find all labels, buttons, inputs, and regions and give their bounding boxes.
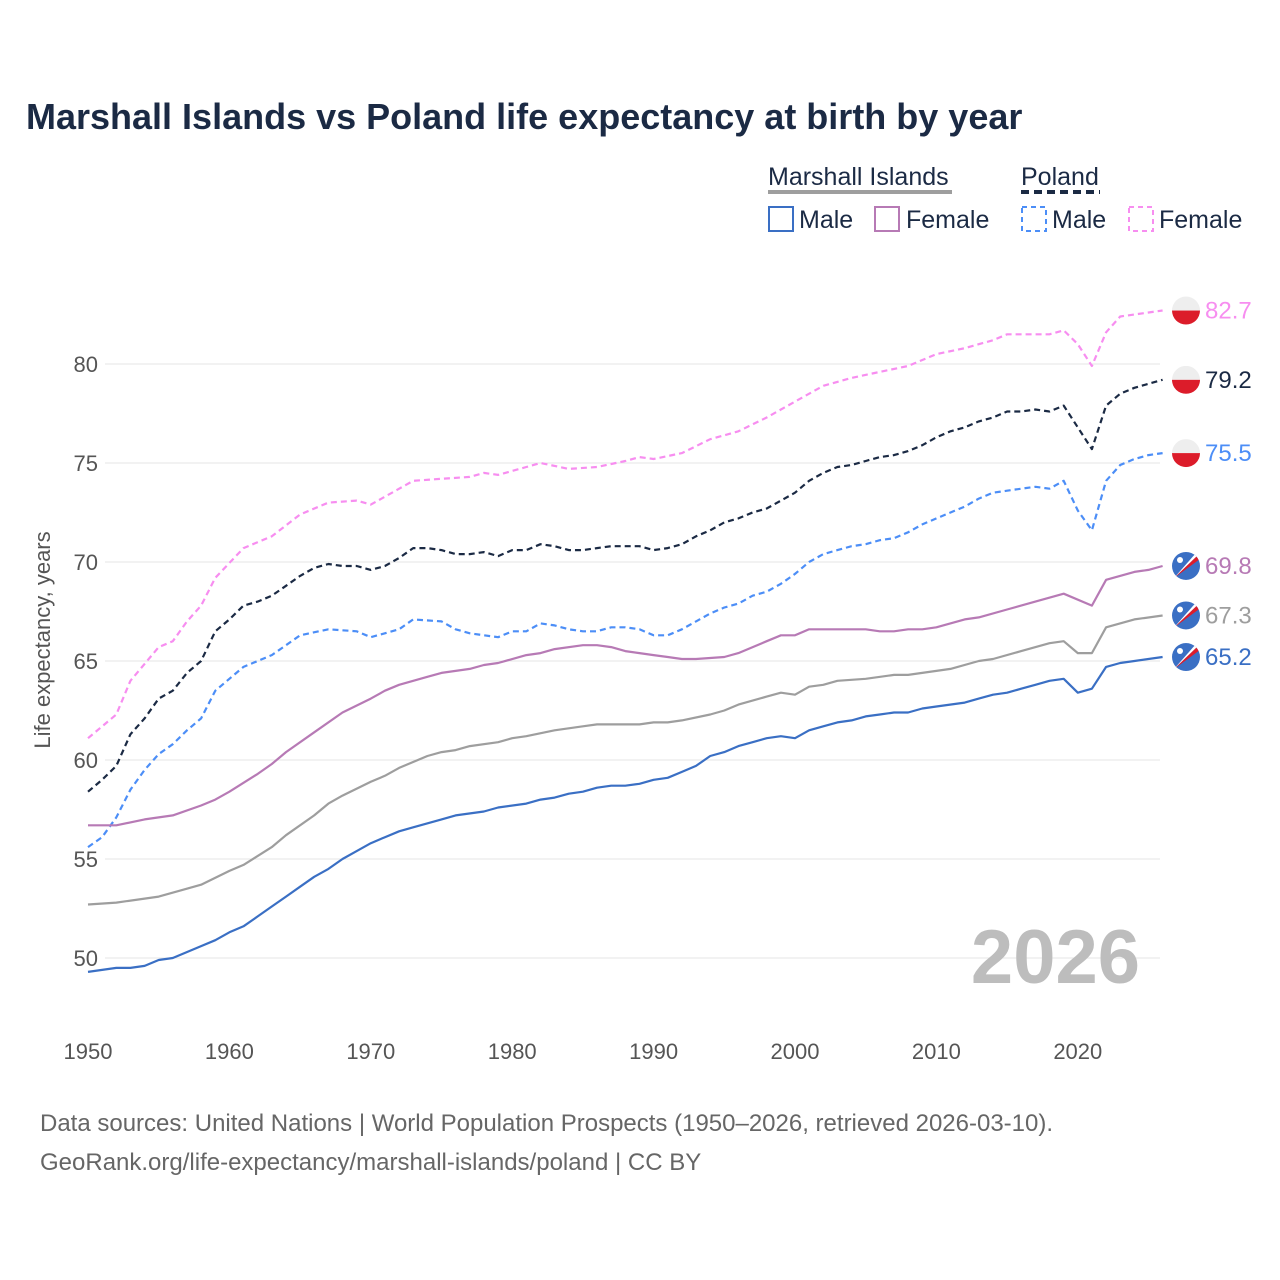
x-tick-label: 1950 bbox=[64, 1039, 113, 1064]
series-line-poland-total bbox=[87, 378, 1163, 793]
y-tick-label: 60 bbox=[74, 748, 98, 773]
x-tick-label: 2020 bbox=[1053, 1039, 1102, 1064]
y-axis-label: Life expectancy, years bbox=[30, 531, 55, 748]
legend: Marshall Islands Male Female Poland Male… bbox=[768, 163, 1242, 234]
x-tick-label: 1960 bbox=[205, 1039, 254, 1064]
end-label-poland-total: 79.2 bbox=[1205, 367, 1252, 394]
legend-swatch-mi-female bbox=[874, 206, 900, 232]
chart-title: Marshall Islands vs Poland life expectan… bbox=[26, 96, 1022, 137]
series-line-marshall-islands-total bbox=[87, 614, 1163, 906]
end-label-marshall-islands-female: 69.8 bbox=[1205, 553, 1252, 580]
end-label-poland-male: 75.5 bbox=[1205, 440, 1252, 467]
y-tick-label: 50 bbox=[74, 946, 98, 971]
end-label-poland-female: 82.7 bbox=[1205, 298, 1252, 325]
y-tick-label: 65 bbox=[74, 649, 98, 674]
series-line-marshall-islands-female bbox=[88, 564, 1163, 827]
marshall-islands-flag-icon bbox=[1172, 601, 1200, 630]
legend-group-poland: Poland bbox=[1021, 163, 1099, 191]
poland-flag-icon bbox=[1172, 296, 1200, 325]
x-tick-label: 1970 bbox=[346, 1039, 395, 1064]
y-tick-label: 70 bbox=[74, 550, 98, 575]
x-tick-label: 1980 bbox=[488, 1039, 537, 1064]
series-line-poland-female bbox=[87, 309, 1163, 740]
source-line-2: GeoRank.org/life-expectancy/marshall-isl… bbox=[40, 1149, 701, 1176]
source-line-1: Data sources: United Nations | World Pop… bbox=[40, 1110, 1053, 1137]
legend-swatch-pl-male bbox=[1021, 206, 1047, 232]
end-label-marshall-islands-total: 67.3 bbox=[1205, 602, 1252, 629]
legend-label-mi-female: Female bbox=[906, 206, 989, 234]
year-watermark: 2026 bbox=[971, 915, 1140, 1000]
y-tick-label: 75 bbox=[74, 451, 98, 476]
marshall-islands-flag-icon bbox=[1172, 551, 1200, 580]
y-tick-label: 80 bbox=[74, 352, 98, 377]
poland-flag-icon bbox=[1172, 365, 1200, 394]
y-tick-label: 55 bbox=[74, 847, 98, 872]
series-line-marshall-islands-male bbox=[87, 655, 1163, 973]
legend-group-marshall-islands: Marshall Islands bbox=[768, 163, 949, 191]
legend-swatch-pl-female bbox=[1128, 206, 1154, 232]
marshall-islands-flag-icon bbox=[1172, 643, 1200, 672]
legend-label-mi-male: Male bbox=[799, 206, 853, 234]
poland-flag-icon bbox=[1172, 439, 1200, 468]
series-line-poland-male bbox=[87, 452, 1163, 849]
legend-label-pl-female: Female bbox=[1159, 206, 1242, 234]
x-tick-label: 1990 bbox=[629, 1039, 678, 1064]
legend-label-pl-male: Male bbox=[1052, 206, 1106, 234]
legend-swatch-mi-male bbox=[768, 206, 794, 232]
x-tick-label: 2010 bbox=[912, 1039, 961, 1064]
end-label-marshall-islands-male: 65.2 bbox=[1205, 644, 1252, 671]
x-tick-label: 2000 bbox=[771, 1039, 820, 1064]
